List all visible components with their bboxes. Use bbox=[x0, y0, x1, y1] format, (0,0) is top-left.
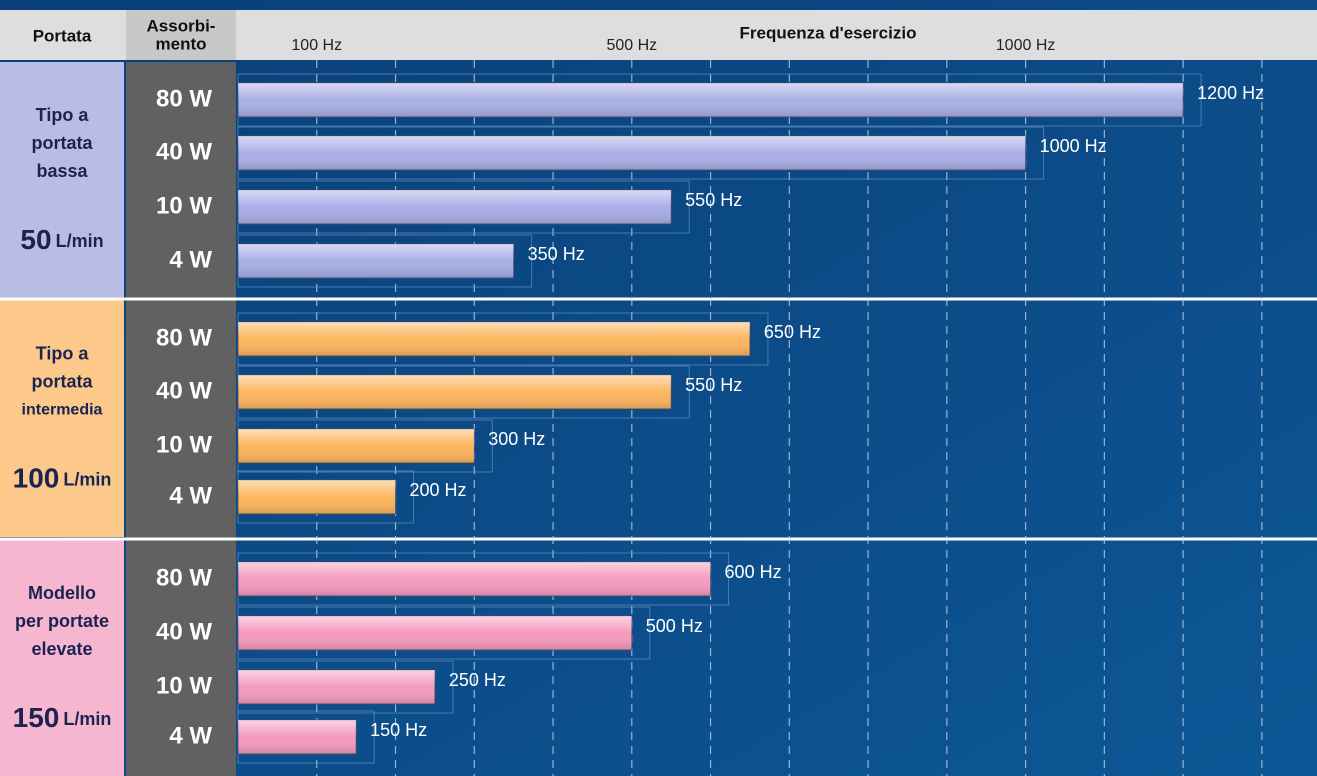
bar-sheen bbox=[238, 244, 514, 278]
group-label: per portate bbox=[15, 611, 109, 631]
category-label: 10 W bbox=[156, 192, 212, 219]
bar-sheen bbox=[238, 429, 475, 463]
category-label: 10 W bbox=[156, 672, 212, 699]
flow-value: 50 bbox=[20, 224, 51, 255]
value-label: 300 Hz bbox=[488, 429, 545, 449]
absorption-column bbox=[126, 62, 236, 776]
x-tick-label: 100 Hz bbox=[291, 37, 342, 54]
value-label: 150 Hz bbox=[370, 720, 427, 740]
group-label: Tipo a bbox=[36, 105, 90, 125]
value-label: 1000 Hz bbox=[1040, 136, 1107, 156]
bar-sheen bbox=[238, 720, 357, 754]
bar-sheen bbox=[238, 480, 396, 514]
value-label: 200 Hz bbox=[410, 480, 467, 500]
group-label: portata bbox=[31, 133, 93, 153]
category-label: 4 W bbox=[169, 722, 212, 749]
header-absorption: Assorbi- bbox=[147, 16, 216, 35]
group-label: bassa bbox=[36, 161, 88, 181]
flow-unit: L/min bbox=[63, 469, 111, 489]
category-label: 4 W bbox=[169, 482, 212, 509]
group-label: Modello bbox=[28, 583, 96, 603]
value-label: 550 Hz bbox=[685, 375, 742, 395]
category-label: 40 W bbox=[156, 377, 212, 404]
bar-sheen bbox=[238, 616, 632, 650]
group-flow: 50 L/min bbox=[20, 224, 103, 255]
bar-sheen bbox=[238, 322, 750, 356]
group-label: elevate bbox=[31, 639, 92, 659]
header-portata: Portata bbox=[33, 26, 92, 45]
bar-sheen bbox=[238, 562, 711, 596]
value-label: 650 Hz bbox=[764, 322, 821, 342]
value-label: 500 Hz bbox=[646, 616, 703, 636]
group-panel bbox=[0, 300, 124, 537]
category-label: 80 W bbox=[156, 564, 212, 591]
flow-unit: L/min bbox=[56, 231, 104, 251]
x-tick-label: 1000 Hz bbox=[996, 37, 1056, 54]
group-label: portata bbox=[31, 371, 93, 391]
value-label: 250 Hz bbox=[449, 670, 506, 690]
group-label: Tipo a bbox=[36, 343, 90, 363]
group-flow: 100 L/min bbox=[13, 463, 112, 494]
flow-value: 150 bbox=[13, 702, 60, 733]
category-label: 4 W bbox=[169, 246, 212, 273]
group-panel bbox=[0, 62, 124, 298]
value-label: 550 Hz bbox=[685, 190, 742, 210]
category-label: 80 W bbox=[156, 324, 212, 351]
bar-sheen bbox=[238, 375, 672, 409]
header-cell bbox=[126, 10, 236, 60]
header-title: Frequenza d'esercizio bbox=[740, 23, 917, 42]
category-label: 10 W bbox=[156, 431, 212, 458]
header-absorption: mento bbox=[156, 34, 207, 53]
bar-sheen bbox=[238, 670, 435, 704]
bar-sheen bbox=[238, 83, 1184, 117]
value-label: 1200 Hz bbox=[1197, 83, 1264, 103]
group-label: intermedia bbox=[22, 402, 103, 419]
value-label: 350 Hz bbox=[528, 244, 585, 264]
flow-value: 100 bbox=[13, 463, 60, 494]
flow-unit: L/min bbox=[63, 709, 111, 729]
x-tick-label: 500 Hz bbox=[606, 37, 657, 54]
bar-sheen bbox=[238, 136, 1026, 170]
value-label: 600 Hz bbox=[725, 562, 782, 582]
bar-sheen bbox=[238, 190, 672, 224]
category-label: 40 W bbox=[156, 138, 212, 165]
category-label: 40 W bbox=[156, 618, 212, 645]
category-label: 80 W bbox=[156, 85, 212, 112]
group-flow: 150 L/min bbox=[13, 702, 112, 733]
group-panel bbox=[0, 540, 124, 776]
